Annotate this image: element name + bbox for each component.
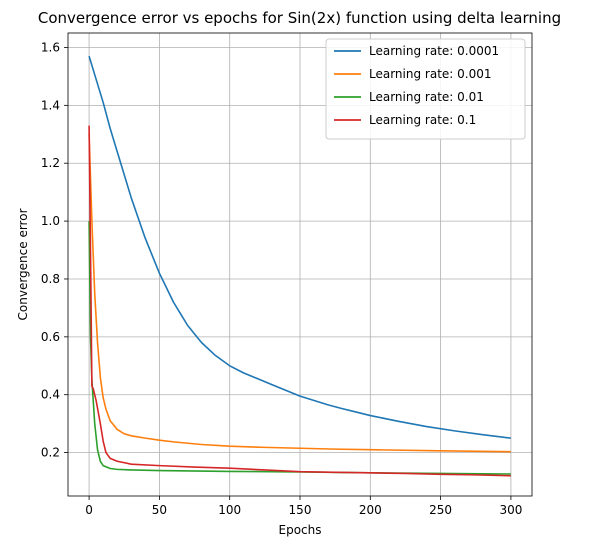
legend-label-1: Learning rate: 0.0001 <box>369 44 499 58</box>
x-tick-label: 250 <box>429 503 452 517</box>
series-line-2 <box>88 134 511 453</box>
y-tick-label: 1.0 <box>41 214 60 228</box>
x-tick-label: 0 <box>85 503 93 517</box>
x-tick-label: 50 <box>152 503 167 517</box>
x-tick-label: 150 <box>289 503 312 517</box>
y-axis-label: Convergence error <box>16 208 30 320</box>
y-tick-label: 0.8 <box>41 272 60 286</box>
y-tick-label: 1.6 <box>41 40 60 54</box>
series-line-4 <box>88 125 511 477</box>
y-tick-label: 1.2 <box>41 156 60 170</box>
x-tick-label: 200 <box>359 503 382 517</box>
y-tick-label: 0.4 <box>41 388 60 402</box>
x-tick-label: 100 <box>218 503 241 517</box>
series-line-1 <box>88 55 512 439</box>
legend: Learning rate: 0.0001 Learning rate: 0.00… <box>325 38 526 140</box>
y-tick-label: 0.2 <box>41 446 60 460</box>
legend-label-4: Learning rate: 0.1 <box>369 113 476 127</box>
legend-label-3: Learning rate: 0.01 <box>369 90 484 104</box>
y-tick-label: 1.4 <box>41 98 60 112</box>
chart-title: Convergence error vs epochs for Sin(2x) … <box>38 9 561 27</box>
legend-box <box>325 38 526 140</box>
x-tick-label: 300 <box>499 503 522 517</box>
legend-label-2: Learning rate: 0.001 <box>369 67 492 81</box>
x-axis-label: Epochs <box>279 523 322 537</box>
y-tick-label: 0.6 <box>41 330 60 344</box>
